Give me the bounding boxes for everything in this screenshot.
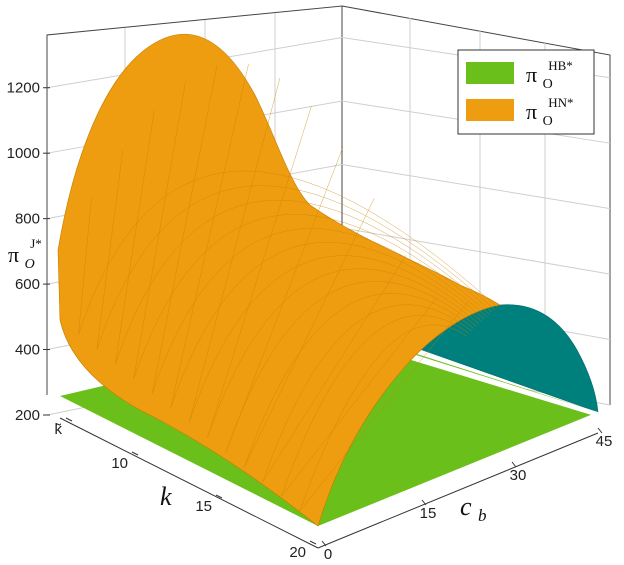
surface-mesh-line [115,109,155,365]
surface-mesh-line [244,198,375,468]
z-tick-label: 600 [15,276,40,293]
surface-mesh-line [262,255,406,482]
surface-mesh-line [170,63,249,409]
z-tick-label: 200 [15,407,40,424]
surface-gap-band [398,350,598,417]
z-axis: 200 400 600 800 1000 1200 [7,80,50,424]
surface-mesh-line [188,77,281,424]
k-tick-mark [65,417,73,422]
z-tick-label: 400 [15,342,40,359]
surface-mesh-line [244,293,475,468]
z-tick-label: 1000 [7,145,40,162]
z-axis-label: π O J* [8,236,42,273]
z-tick-label: 800 [15,211,40,228]
cb-tick-mark [597,427,603,434]
surface-mesh-line [225,281,477,453]
cb-axis-line [317,432,599,549]
cb-tick-mark [511,461,517,468]
surface-mesh-line [280,296,438,497]
surface-mesh-line [78,198,92,335]
surface-mesh-line [170,241,485,409]
surface-mesh-line [96,150,124,350]
legend-hn-sub: O [543,114,553,129]
surface-mesh-line [299,324,467,512]
surface-mesh-line [207,268,480,438]
k-axis-line [59,417,319,549]
gridline-right-wall [341,227,611,275]
k-axis-label: k [160,482,172,511]
cb-tick-label: 45 [596,433,613,450]
surface-mesh-line [262,304,472,482]
k-tick-label: k̃ [55,421,63,438]
surface-mesh-line [133,214,490,379]
z-tick-label: 1200 [7,80,40,97]
surface-mesh-line [115,199,493,365]
z-axis-label-main: π [8,242,19,267]
legend-swatch-hb [466,62,514,84]
cb-tick-mark [321,540,327,547]
legend-hb-main: π [526,62,537,87]
k-tick-mark [215,494,223,499]
legend-label-hb: π O HB* [526,58,573,93]
right-wall-frame [341,5,611,405]
cb-tick-label: 15 [420,505,437,522]
legend-swatch-hn [466,99,514,121]
surface-mesh-line [207,106,312,438]
cb-axis-label-sub: b [478,506,487,525]
legend: π O HB* π O HN* [457,49,595,135]
legend-label-hn: π O HN* [526,95,574,130]
k-axis: k̃ 10 15 20 [55,417,317,561]
cb-tick-mark [421,499,427,506]
z-axis-label-sup: J* [30,236,42,251]
legend-hn-sup: HN* [548,95,573,110]
k-tick-label: 20 [289,544,306,561]
series-hn-mesh [78,63,498,512]
cb-axis-label: c b [460,492,487,525]
k-tick-mark [131,451,139,456]
surface-mesh-line [280,315,469,497]
surface-mesh-line [299,300,469,512]
legend-hn-main: π [526,99,537,124]
cb-tick-label: 0 [324,546,332,563]
surface-mesh-line [225,147,344,453]
k-tick-mark [309,540,317,545]
surface-mesh-line [151,64,218,394]
series-hn-surface [57,33,501,527]
surface-mesh-line [151,228,488,394]
k-tick-label: 10 [111,455,128,472]
surface-mesh-line [78,170,498,335]
gridline-right-wall [341,164,611,210]
cb-axis: 0 15 30 45 [321,427,613,563]
surface-mesh-line [96,185,495,350]
cb-tick-label: 30 [510,467,527,484]
k-tick-label: 15 [195,498,212,515]
surface-mesh-line [188,255,482,424]
legend-hb-sub: O [543,77,553,92]
surface-mesh-line [133,80,186,379]
z-axis-label-sub: O [25,257,35,272]
legend-hb-sup: HB* [548,58,573,73]
cb-axis-label-main: c [460,492,472,521]
